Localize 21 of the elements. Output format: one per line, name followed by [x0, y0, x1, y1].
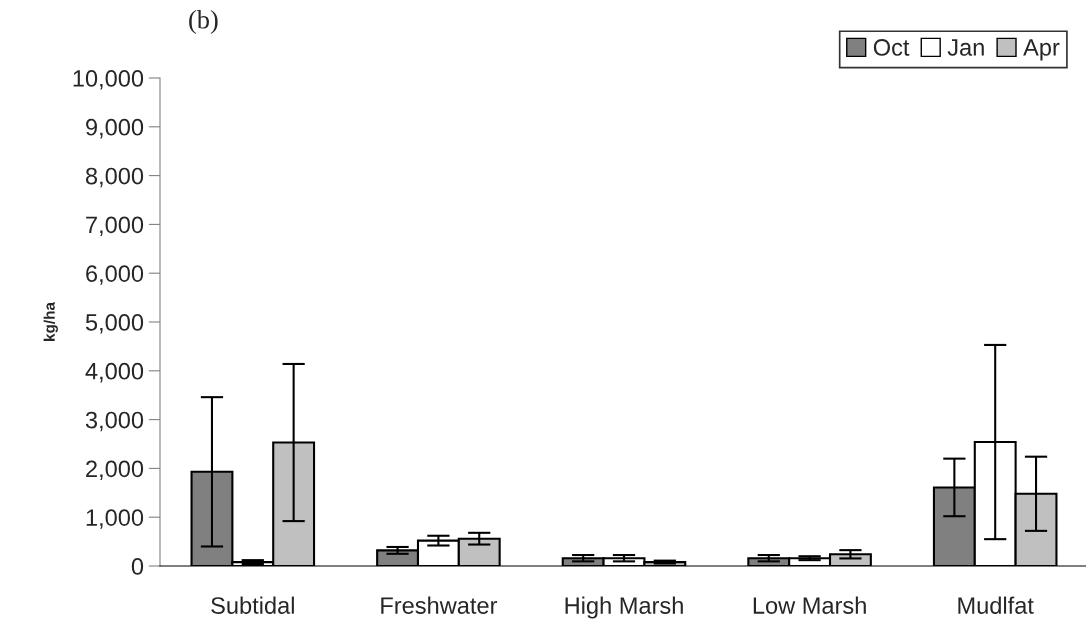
- y-tick-label: 2,000: [86, 460, 144, 480]
- legend-label: Apr: [1023, 39, 1060, 61]
- x-tick-label: Subtidal: [211, 596, 294, 614]
- x-tick-label: High Marsh: [565, 596, 683, 619]
- legend-label: Oct: [873, 39, 910, 56]
- x-tick-label: Mudlfat: [958, 596, 1034, 614]
- legend-label: Jan: [947, 39, 984, 56]
- x-tick-label: Freshwater: [381, 596, 498, 614]
- y-tick-label: 4,000: [85, 362, 144, 383]
- x-tick-label: Low Marsh: [753, 596, 866, 614]
- y-tick-label: 8,000: [85, 167, 144, 188]
- y-tick-label: 5,000: [85, 314, 144, 334]
- y-tick-label: 3,000: [85, 411, 144, 432]
- y-tick-label: 6,000: [86, 265, 144, 285]
- chart-title: (b): [189, 10, 218, 34]
- y-axis-title: kg/ha: [43, 301, 58, 341]
- y-tick-label: 7,000: [86, 216, 144, 236]
- y-tick-label: 9,000: [86, 118, 144, 139]
- y-tick-label: 0: [131, 558, 144, 575]
- y-tick-label: 10,000: [73, 70, 144, 90]
- y-tick-label: 1,000: [86, 509, 144, 529]
